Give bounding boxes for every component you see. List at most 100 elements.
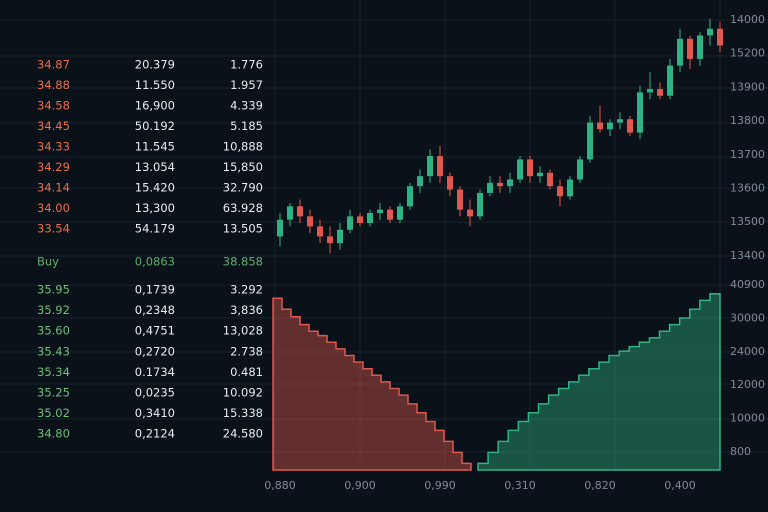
total: 0.481 [230,365,263,379]
candle-body [467,209,473,217]
candle-body [397,206,403,220]
candle-body [687,38,693,59]
candle-body [427,156,433,177]
total: 3.292 [230,283,263,297]
y-axis-label: 30000 [730,311,765,324]
size: 0,2720 [135,344,175,358]
size: 13.054 [135,160,175,174]
candle-body [567,179,573,197]
candle-body [357,216,363,224]
price: 35.02 [37,406,70,420]
buy-total: 38.858 [223,255,263,269]
total: 3,836 [230,303,263,317]
candle-body [497,182,503,187]
candle-body [337,229,343,244]
candle-body [407,186,413,207]
price: 34.58 [37,99,70,113]
y-axis-label: 800 [730,445,751,458]
y-axis-label: 14000 [730,13,765,26]
total: 10,888 [223,140,263,154]
size: 11.550 [135,78,175,92]
candle-body [607,122,613,130]
total: 13.505 [223,222,263,236]
y-axis-label: 24000 [730,345,765,358]
candle-body [477,192,483,217]
price: 34.29 [37,160,70,174]
ask-depth [477,293,721,471]
candle-body [587,122,593,160]
candle-body [637,92,643,133]
candle-body [697,35,703,59]
total: 1.957 [230,78,263,92]
y-axis-label: 12000 [730,378,765,391]
size: 0,0235 [135,386,175,400]
y-axis-label: 13700 [730,148,765,161]
price: 34.00 [37,201,70,215]
candle-body [717,28,723,46]
x-axis-label: 0,990 [424,479,456,492]
x-axis-label: 0,900 [344,479,376,492]
size: 54.179 [135,222,175,236]
size: 20.379 [135,58,175,72]
total: 15,850 [223,160,263,174]
total: 24.580 [223,427,263,441]
y-axis-label: 13600 [730,182,765,195]
candle-body [387,209,393,220]
candle-body [317,226,323,237]
grid [0,0,768,470]
y-axis-label: 13900 [730,80,765,93]
price: 35.43 [37,344,70,358]
price: 34.33 [37,140,70,154]
size: 11.545 [135,140,175,154]
candle-body [557,186,563,197]
price: 35.92 [37,303,70,317]
total: 2.738 [230,344,263,358]
candle-body [417,176,423,187]
price: 35.95 [37,283,70,297]
price: 34.14 [37,181,70,195]
size: 0,2124 [135,427,175,441]
size: 15.420 [135,181,175,195]
price: 33.54 [37,222,70,236]
candle-body [287,206,293,220]
candle-body [627,119,633,133]
candle-body [447,176,453,190]
candle-body [457,189,463,210]
size: 0,3410 [135,406,175,420]
price: 35.34 [37,365,70,379]
candle-body [437,156,443,177]
price: 34.87 [37,58,70,72]
x-axis-label: 0,310 [504,479,536,492]
candle-body [487,182,493,193]
candle-body [597,122,603,130]
total: 10.092 [223,386,263,400]
size: 0,4751 [135,324,175,338]
candle-body [327,236,333,244]
candle-body [657,89,663,96]
candle-body [547,172,553,187]
y-axis-label: 13400 [730,249,765,262]
candle-body [507,179,513,187]
size: 0,2348 [135,303,175,317]
total: 5.185 [230,119,263,133]
candle-body [647,89,653,93]
total: 15.338 [223,406,263,420]
price: 35.25 [37,386,70,400]
size: 0.1734 [135,365,175,379]
candle-body [297,206,303,217]
price: 34.88 [37,78,70,92]
candle-body [707,28,713,36]
candle-body [367,213,373,224]
size: 16,900 [135,99,175,113]
total: 32.790 [223,181,263,195]
x-axis-label: 0,880 [264,479,296,492]
candle-body [617,119,623,123]
candle-body [517,159,523,180]
y-axis-label: 40900 [730,278,765,291]
candle-body [527,159,533,177]
x-axis-label: 0,820 [584,479,616,492]
candle-body [537,172,543,177]
buy-size: 0,0863 [135,255,175,269]
candle-body [277,219,283,237]
